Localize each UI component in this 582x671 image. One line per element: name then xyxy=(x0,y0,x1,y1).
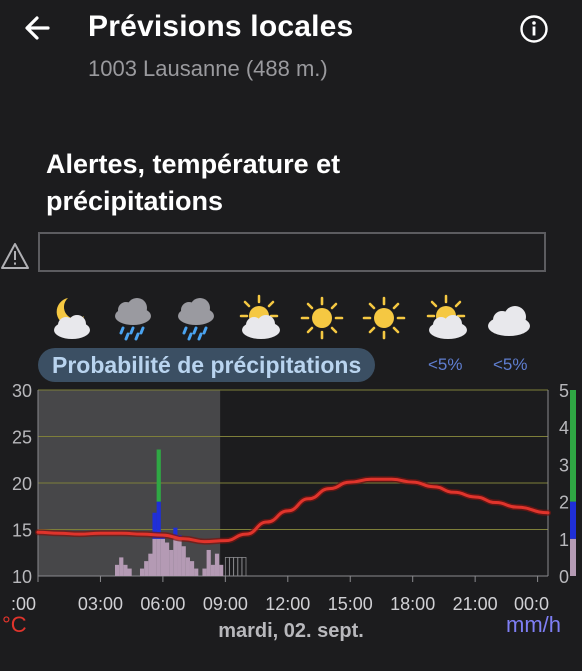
y-right-tick-label: 1 xyxy=(559,530,569,550)
y-left-tick-label: 10 xyxy=(12,567,32,587)
forecast-precip-bar xyxy=(224,556,230,577)
precipitation-probability-label[interactable]: Probabilité de précipitations xyxy=(38,348,376,382)
x-tick-label: 06:00 xyxy=(140,594,185,614)
precip-bar xyxy=(156,449,161,502)
precip-bar xyxy=(202,568,207,576)
section-title: Alertes, température et précipitations xyxy=(46,149,341,216)
precip-bar xyxy=(148,553,153,576)
precip-bar xyxy=(160,538,165,576)
precip-bar xyxy=(173,538,178,576)
precip-bar xyxy=(169,549,174,576)
weather-chart[interactable]: 10 15 20 25 30 0 1 2 3 4 5 :00 03:00 06:00 09:00 12:00 1… xyxy=(0,378,582,638)
precip-bar xyxy=(152,512,157,539)
precip-bar xyxy=(219,564,224,576)
y-right-tick-label: 2 xyxy=(559,493,569,513)
info-button[interactable] xyxy=(519,14,549,44)
x-tick-label: 12:00 xyxy=(265,594,310,614)
sun-icon xyxy=(297,294,347,342)
y-right-tick-label: 3 xyxy=(559,455,569,475)
precip-bar xyxy=(173,527,178,539)
temperature-unit-label: °C xyxy=(2,612,27,637)
x-tick-label: :00 xyxy=(11,594,36,614)
cloud-rain-icon xyxy=(172,294,222,342)
precip-bar xyxy=(156,538,161,576)
precip-bar xyxy=(214,553,220,576)
precip-bar xyxy=(156,501,161,539)
forecast-precip-bar xyxy=(229,556,234,577)
cloud-icon xyxy=(484,294,534,342)
precip-scale-segment xyxy=(570,538,576,576)
precip-bar xyxy=(144,561,149,576)
y-left-tick-label: 20 xyxy=(12,474,32,494)
forecast-precip-bar xyxy=(237,556,243,577)
forecast-precip-bar xyxy=(241,556,247,577)
precip-bar xyxy=(123,564,128,576)
precip-bar xyxy=(115,564,120,576)
back-button[interactable] xyxy=(22,12,54,44)
temperature-line xyxy=(36,477,550,544)
precip-probability-value: <5% xyxy=(428,355,463,374)
sun-cloud-icon xyxy=(422,294,472,342)
precip-scale-segment xyxy=(570,501,576,539)
precip-bar xyxy=(152,538,157,576)
precip-bar xyxy=(177,538,182,576)
alerts-box[interactable] xyxy=(38,232,546,272)
precip-scale-segment xyxy=(570,390,576,502)
precip-probability-value: <5% xyxy=(493,355,528,374)
y-left-tick-label: 25 xyxy=(12,428,32,448)
precip-bar xyxy=(181,546,186,576)
x-tick-label: 15:00 xyxy=(328,594,373,614)
moon-cloud-icon xyxy=(46,294,96,342)
precip-bar xyxy=(139,568,145,576)
x-tick-label: 00:0 xyxy=(514,594,549,614)
sun-icon xyxy=(359,294,409,342)
chart-date: mardi, 02. sept. xyxy=(218,620,364,642)
y-right-tick-label: 4 xyxy=(559,418,569,438)
info-icon xyxy=(520,15,548,43)
page-title: Prévisions locales xyxy=(88,10,354,43)
location-subtitle: 1003 Lausanne (488 m.) xyxy=(88,56,328,81)
precip-bar xyxy=(119,557,124,576)
arrow-left-icon xyxy=(25,16,50,40)
y-left-tick-label: 15 xyxy=(12,521,32,541)
precip-bar xyxy=(194,568,199,576)
sun-cloud-icon xyxy=(235,294,285,342)
x-tick-label: 18:00 xyxy=(390,594,435,614)
forecast-precip-bar xyxy=(233,556,239,577)
precip-bar xyxy=(206,549,211,576)
precip-bar xyxy=(189,561,195,576)
precip-bar xyxy=(210,564,215,576)
precip-bar xyxy=(185,557,190,576)
y-right-tick-label: 0 xyxy=(559,567,569,587)
cloud-rain-icon xyxy=(109,294,159,342)
precipitation-unit-label: mm/h xyxy=(506,612,561,637)
x-tick-label: 03:00 xyxy=(78,594,123,614)
x-tick-label: 21:00 xyxy=(453,594,498,614)
y-right-tick-label: 5 xyxy=(559,381,569,401)
precip-bar xyxy=(164,542,170,576)
y-left-tick-label: 30 xyxy=(12,381,32,401)
precip-bar xyxy=(127,568,132,576)
warning-triangle-icon xyxy=(0,242,30,270)
x-tick-label: 09:00 xyxy=(203,594,248,614)
